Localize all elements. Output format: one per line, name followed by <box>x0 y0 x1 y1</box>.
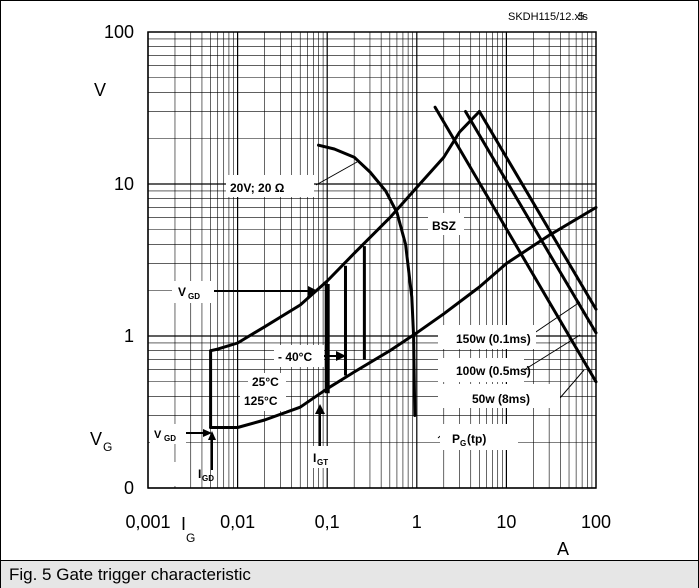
svg-text:I: I <box>313 451 316 465</box>
temperature-bars <box>324 246 366 394</box>
svg-text:(tp): (tp) <box>467 432 486 446</box>
x-axis-label: I G <box>181 514 195 545</box>
series-load <box>317 143 417 417</box>
svg-text:G: G <box>460 439 466 448</box>
p100-label: 100w (0.5ms) <box>456 364 531 378</box>
x-tick-label: 0,001 <box>125 512 170 532</box>
caption-bar: Fig. 5 Gate trigger characteristic <box>1 560 698 588</box>
svg-text:I: I <box>181 514 186 534</box>
x-tick-label: 100 <box>581 512 611 532</box>
svg-text:G: G <box>103 440 112 454</box>
series-upper <box>209 110 481 353</box>
svg-text:V: V <box>90 429 102 449</box>
y-tick-label: 10 <box>114 174 134 194</box>
bsz-label: BSZ <box>432 219 456 233</box>
temp-minus40-label: - 40°C <box>278 350 312 364</box>
x-tick-label: 0,1 <box>315 512 340 532</box>
vgd-lower-label: V GD <box>154 429 176 443</box>
vgd-upper-label: V GD <box>178 285 200 301</box>
x-tick-label: 1 <box>412 512 422 532</box>
p50-label: 50w (8ms) <box>472 392 530 406</box>
p150-label: 150w (0.1ms) <box>456 332 531 346</box>
load-line-label: 20V; 20 Ω <box>230 181 285 195</box>
y-tick-label: 100 <box>104 22 134 42</box>
tick-labels: 0,001 0,01 0,1 1 10 100 0 1 10 100 <box>104 22 611 532</box>
temp-25-label: 25°C <box>252 375 279 389</box>
igt-label: I GT <box>313 451 328 467</box>
igd-label: I GD <box>198 467 214 483</box>
x-tick-label: 0,01 <box>220 512 255 532</box>
svg-text:V: V <box>178 285 186 299</box>
y-axis-label: V G <box>90 429 112 454</box>
figure-code: SKDH115/12.xls <box>508 11 588 23</box>
svg-text:GD: GD <box>202 474 214 483</box>
svg-text:G: G <box>186 531 195 545</box>
grid <box>147 32 596 489</box>
y-unit-label: V <box>94 80 106 100</box>
label-boxes <box>150 175 560 486</box>
figure-page: 5 <box>578 11 584 23</box>
series-lower <box>209 206 598 429</box>
pg-label: P G (tp) <box>452 432 486 448</box>
svg-text:V: V <box>154 429 162 441</box>
svg-text:I: I <box>198 467 201 481</box>
series-p100 <box>464 110 598 335</box>
svg-text:GD: GD <box>164 434 176 443</box>
plot-border <box>147 31 597 489</box>
series-p50 <box>433 105 598 384</box>
svg-text:GT: GT <box>317 458 328 467</box>
svg-text:P: P <box>452 432 460 446</box>
svg-text:GD: GD <box>188 292 200 301</box>
figure-caption: Fig. 5 Gate trigger characteristic <box>9 565 251 584</box>
y-tick-label: 1 <box>124 326 134 346</box>
temp-125-label: 125°C <box>244 394 278 408</box>
x-unit-label: A <box>557 539 569 559</box>
y-tick-label: 0 <box>124 478 134 498</box>
x-tick-label: 10 <box>496 512 516 532</box>
series-layer <box>209 105 598 429</box>
series-p150 <box>477 110 598 311</box>
